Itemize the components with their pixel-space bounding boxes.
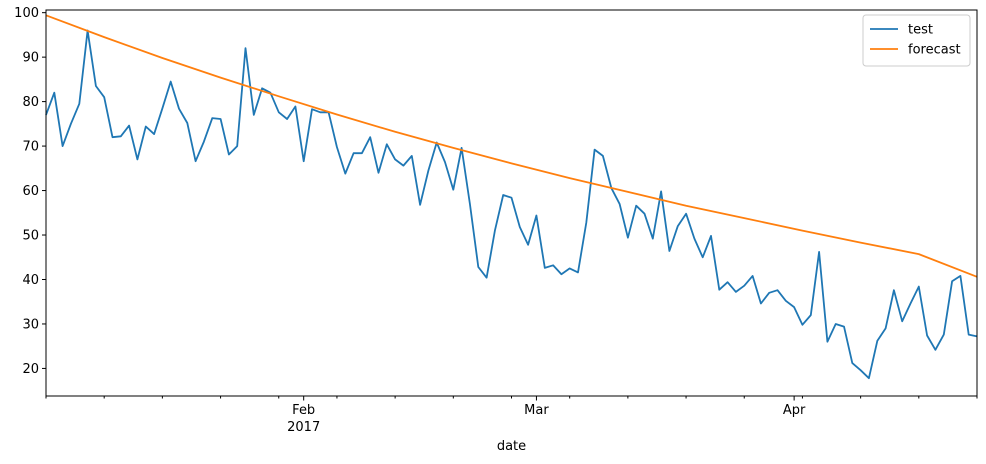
y-tick-label: 70 bbox=[22, 140, 39, 155]
y-tick-label: 90 bbox=[22, 51, 39, 66]
series-line-forecast bbox=[45, 14, 978, 278]
x-tick-sublabel: 2017 bbox=[287, 420, 320, 435]
x-tick-label: Apr bbox=[783, 403, 806, 418]
legend-box bbox=[862, 14, 971, 67]
y-axis: 20 30 40 50 60 70 80 90 100 bbox=[14, 6, 46, 377]
x-axis-title: date bbox=[497, 439, 526, 454]
x-tick-label: Feb bbox=[292, 403, 315, 418]
y-tick-label: 50 bbox=[22, 229, 39, 244]
legend-label-test: test bbox=[908, 23, 933, 38]
x-tick-label: Mar bbox=[524, 403, 549, 418]
legend: test forecast bbox=[862, 14, 971, 67]
series-line-test bbox=[45, 29, 978, 380]
y-tick-label: 20 bbox=[22, 362, 39, 377]
series-layer bbox=[45, 14, 978, 380]
y-tick-label: 80 bbox=[22, 95, 39, 110]
legend-label-forecast: forecast bbox=[908, 43, 961, 58]
y-tick-label: 100 bbox=[14, 6, 39, 21]
x-axis: Feb 2017 Mar Apr bbox=[45, 396, 978, 435]
y-tick-label: 30 bbox=[22, 317, 39, 332]
y-tick-label: 40 bbox=[22, 273, 39, 288]
y-tick-label: 60 bbox=[22, 184, 39, 199]
